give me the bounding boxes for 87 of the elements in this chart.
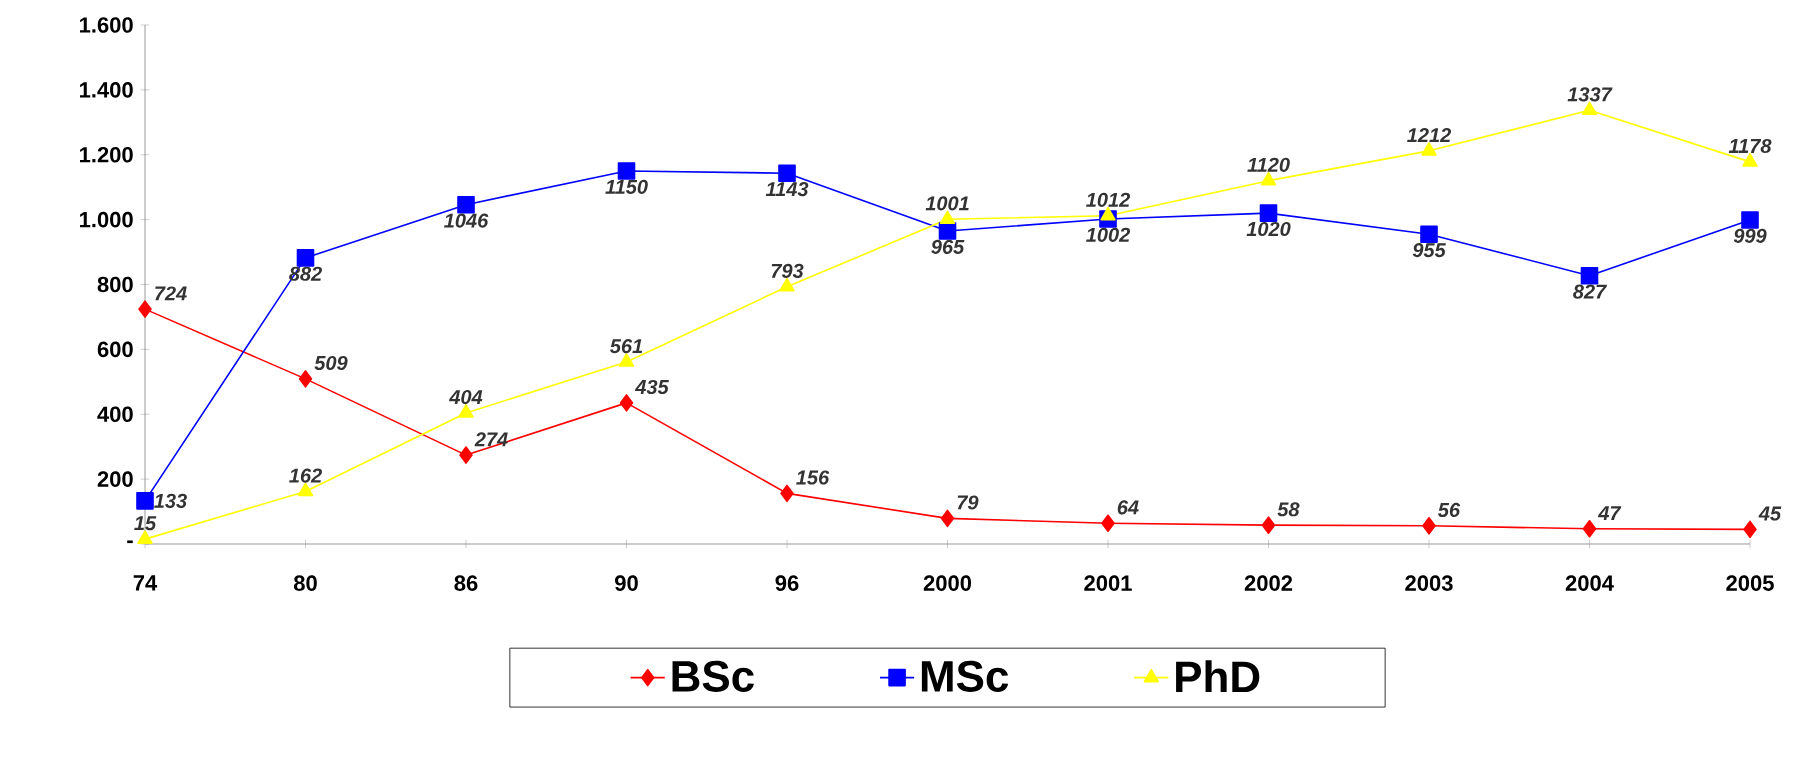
point xyxy=(778,164,796,183)
data-label: 64 xyxy=(1117,500,1139,515)
data-label: 15 xyxy=(134,516,157,531)
y-tick-label: 600 xyxy=(97,341,133,358)
data-label: 955 xyxy=(1412,243,1446,258)
x-tick-label: 2003 xyxy=(1405,575,1453,591)
y-tick-label: - xyxy=(127,540,133,544)
point xyxy=(618,353,635,367)
point xyxy=(138,300,152,318)
data-label: 1020 xyxy=(1246,221,1291,237)
y-tick-label: 200 xyxy=(97,471,133,487)
data-label: 1143 xyxy=(765,182,809,197)
point xyxy=(780,484,794,503)
point xyxy=(1743,520,1757,539)
point xyxy=(1581,101,1598,116)
point xyxy=(1101,514,1115,533)
data-label: 999 xyxy=(1733,228,1767,243)
y-tick-label: 1.400 xyxy=(80,82,133,98)
data-label: 162 xyxy=(289,468,322,483)
data-label: 435 xyxy=(634,379,669,395)
point xyxy=(1422,517,1436,535)
data-label: 1178 xyxy=(1728,138,1772,154)
point xyxy=(1100,206,1116,221)
point xyxy=(617,162,636,180)
point xyxy=(1420,225,1438,244)
legend-label: MSc xyxy=(921,660,1009,692)
data-label: 965 xyxy=(931,239,965,254)
data-label: 561 xyxy=(610,339,643,354)
x-tick-label: 86 xyxy=(454,575,478,591)
data-label: 47 xyxy=(1597,506,1622,520)
point xyxy=(619,394,634,412)
y-tick-label: 800 xyxy=(97,276,133,293)
point xyxy=(1580,266,1599,285)
x-tick-label: 2001 xyxy=(1084,575,1132,591)
data-label: 1012 xyxy=(1086,192,1131,207)
data-label: 133 xyxy=(154,493,187,508)
data-label: 1337 xyxy=(1567,87,1613,102)
data-label: 1046 xyxy=(444,213,489,228)
x-tick-label: 90 xyxy=(615,575,638,591)
x-tick-label: 2002 xyxy=(1244,575,1293,591)
point xyxy=(1260,171,1277,186)
x-tick-label: 2004 xyxy=(1565,575,1614,591)
point xyxy=(1742,153,1758,167)
data-label: 274 xyxy=(474,432,508,447)
data-label: 156 xyxy=(796,470,830,485)
data-label: 1212 xyxy=(1407,128,1452,143)
point xyxy=(1421,142,1437,156)
point xyxy=(940,509,955,528)
point xyxy=(779,277,795,292)
point xyxy=(1261,516,1276,534)
point xyxy=(459,446,473,464)
point xyxy=(1582,519,1597,538)
data-label: 1150 xyxy=(605,179,648,194)
y-tick-label: 1.600 xyxy=(80,17,133,33)
x-tick-label: 80 xyxy=(293,575,317,591)
point xyxy=(297,482,314,497)
point xyxy=(137,530,153,544)
data-label: 724 xyxy=(155,286,187,301)
data-label: 1120 xyxy=(1247,157,1290,172)
x-tick-label: 74 xyxy=(133,575,158,591)
point xyxy=(298,370,313,388)
data-label: 1001 xyxy=(925,196,969,211)
legend-label: PhD xyxy=(1176,660,1260,693)
data-label: 827 xyxy=(1573,284,1607,299)
data-label: 58 xyxy=(1277,502,1300,517)
data-label: 793 xyxy=(771,263,804,278)
y-tick-label: 1.200 xyxy=(80,146,133,163)
point xyxy=(296,249,315,267)
x-tick-label: 2000 xyxy=(923,575,972,591)
point xyxy=(1259,204,1278,222)
data-label: 45 xyxy=(1758,506,1782,521)
data-label: 509 xyxy=(314,355,348,371)
legend-label: BSc xyxy=(672,660,754,692)
y-tick-label: 400 xyxy=(97,406,133,423)
x-tick-label: 2005 xyxy=(1726,575,1774,591)
point xyxy=(458,404,474,418)
x-tick-label: 96 xyxy=(775,575,799,591)
data-label: 56 xyxy=(1437,502,1461,518)
point xyxy=(938,222,957,240)
point xyxy=(457,195,475,214)
point xyxy=(1741,211,1759,229)
data-label: 1002 xyxy=(1086,227,1131,242)
y-tick-label: 1.000 xyxy=(80,211,133,228)
data-label: 79 xyxy=(957,495,979,510)
data-label: 404 xyxy=(448,389,483,405)
point xyxy=(939,210,956,225)
point xyxy=(136,492,154,510)
